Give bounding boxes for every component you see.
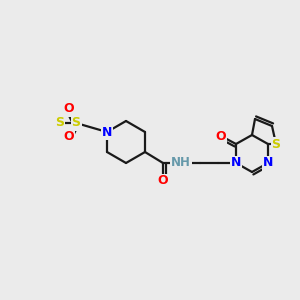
Text: S: S [272, 137, 280, 151]
Text: N: N [231, 157, 241, 169]
Text: O: O [64, 130, 74, 143]
Text: S: S [54, 116, 62, 130]
Text: O: O [64, 103, 74, 116]
Text: O: O [216, 130, 226, 142]
Text: S: S [56, 116, 64, 130]
Text: S: S [71, 116, 80, 130]
Text: O: O [158, 175, 168, 188]
Text: NH: NH [171, 157, 191, 169]
Text: N: N [102, 125, 112, 139]
Text: N: N [263, 157, 273, 169]
